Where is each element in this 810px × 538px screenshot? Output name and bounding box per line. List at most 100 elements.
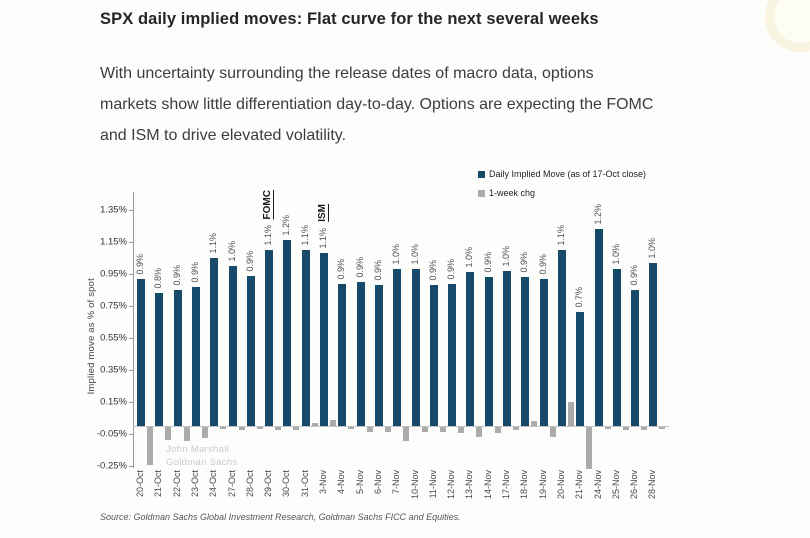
x-tick-label: 18-Nov — [519, 470, 530, 500]
x-tick-label: 13-Nov — [464, 470, 475, 500]
y-tick-label: 1.15% — [100, 236, 127, 248]
bar-value-label: 0.9% — [354, 257, 365, 278]
description-line-1: With uncertainty surrounding the release… — [100, 65, 594, 82]
bar-value-label: 1.1% — [555, 225, 566, 246]
x-tick-label: 11-Nov — [427, 470, 438, 499]
bar-1-week-chg — [439, 427, 446, 432]
bar-value-label: 1.1% — [318, 228, 328, 249]
bar-1-week-chg — [641, 427, 648, 430]
y-axis-tick — [129, 210, 133, 211]
bar-daily-implied-move — [393, 269, 402, 426]
bar-1-week-chg — [147, 427, 153, 465]
bar-daily-implied-move — [649, 263, 658, 426]
x-tick-label: 20-Nov — [555, 470, 566, 500]
bar-value-label: 1.1% — [263, 225, 274, 246]
bar-1-week-chg — [238, 427, 245, 430]
bar-daily-implied-move — [155, 293, 164, 426]
bar-1-week-chg — [275, 427, 282, 430]
bar-daily-implied-move — [576, 312, 585, 426]
y-tick-label: 0.75% — [100, 300, 127, 312]
bar-daily-implied-move — [301, 250, 310, 426]
bar-1-week-chg — [183, 427, 190, 441]
x-tick-label: 22-Oct — [171, 470, 182, 498]
bar-1-week-chg — [293, 427, 300, 430]
bar-1-week-chg — [476, 427, 483, 437]
chart-legend: Daily Implied Move (as of 17-Oct close) … — [478, 169, 646, 207]
bar-1-week-chg — [513, 427, 519, 430]
bar-value-label: 1.0% — [464, 247, 475, 268]
y-axis-tick — [129, 466, 133, 467]
x-tick-label: 7-Nov — [391, 470, 402, 495]
bar-value-label: 0.9% — [135, 254, 145, 275]
bar-daily-implied-move — [338, 284, 347, 426]
x-tick-label: 30-Oct — [281, 470, 292, 498]
event-annotation-fomc: FOMC — [262, 189, 274, 219]
x-tick-label: 3-Nov — [318, 470, 328, 495]
bar-value-label: 1.2% — [592, 204, 603, 225]
bar-value-label: 1.0% — [226, 241, 237, 262]
bar-value-label: 1.0% — [409, 244, 420, 265]
bar-1-week-chg — [201, 427, 208, 438]
description-line-2: markets show little differentiation day-… — [100, 96, 654, 113]
bar-daily-implied-move — [448, 284, 457, 426]
bar-value-label: 0.9% — [519, 252, 530, 273]
x-tick-label: 19-Nov — [537, 470, 548, 500]
bar-daily-implied-move — [466, 272, 475, 426]
watermark-line-2: Goldman Sachs — [166, 457, 238, 468]
bar-value-label: 0.7% — [574, 287, 585, 308]
x-tick-label: 27-Oct — [226, 470, 237, 498]
bar-value-label: 0.9% — [189, 262, 200, 283]
bar-daily-implied-move — [484, 277, 493, 426]
legend-item-1-week-chg: 1-week chg — [478, 188, 646, 198]
y-axis-tick — [129, 274, 133, 275]
bar-1-week-chg — [586, 427, 593, 469]
bar-daily-implied-move — [429, 285, 438, 426]
y-axis-tick — [129, 242, 133, 243]
event-annotation-ism: ISM — [317, 204, 328, 223]
bar-value-label: 1.0% — [647, 238, 658, 259]
watermark-line-1: John Marshall — [166, 444, 230, 455]
bar-1-week-chg — [549, 427, 556, 437]
bar-1-week-chg — [220, 427, 227, 429]
bar-daily-implied-move — [246, 276, 255, 426]
bar-daily-implied-move — [320, 253, 328, 426]
x-tick-label: 29-Oct — [263, 470, 274, 498]
bar-1-week-chg — [604, 427, 611, 429]
y-tick-label: -0.05% — [96, 428, 127, 440]
x-tick-label: 17-Nov — [501, 470, 511, 500]
y-tick-label: 0.15% — [100, 396, 127, 408]
x-tick-label: 20-Oct — [135, 470, 145, 498]
bar-daily-implied-move — [411, 269, 420, 426]
y-tick-label: 0.55% — [100, 332, 127, 344]
bar-value-label: 1.0% — [610, 244, 621, 265]
legend-swatch-navy — [478, 170, 485, 178]
bar-1-week-chg — [531, 421, 538, 426]
bar-daily-implied-move — [374, 285, 383, 426]
x-tick-label: 31-Oct — [299, 470, 310, 498]
bar-daily-implied-move — [631, 290, 640, 426]
bar-value-label: 1.1% — [208, 233, 219, 254]
bar-1-week-chg — [421, 427, 428, 432]
description-line-3: and ISM to drive elevated volatility. — [100, 127, 347, 144]
y-axis-tick — [129, 370, 133, 371]
x-tick-label: 28-Oct — [244, 470, 255, 498]
bar-value-label: 0.9% — [171, 265, 182, 286]
x-tick-label: 21-Nov — [574, 470, 585, 500]
chart-description: With uncertainty surrounding the release… — [100, 58, 730, 151]
bar-1-week-chg — [311, 423, 318, 426]
y-tick-label: 0.35% — [100, 364, 127, 376]
bar-value-label: 0.9% — [537, 254, 548, 275]
y-axis-tick — [129, 434, 133, 435]
bar-1-week-chg — [366, 427, 373, 432]
legend-label-1-week-chg: 1-week chg — [489, 188, 536, 198]
x-tick-label: 4-Nov — [336, 470, 347, 495]
bar-value-label: 1.2% — [281, 215, 292, 236]
bar-1-week-chg — [403, 427, 410, 441]
x-axis-baseline — [133, 426, 670, 427]
bar-daily-implied-move — [283, 240, 292, 426]
bar-daily-implied-move — [173, 290, 182, 426]
y-axis-tick — [129, 338, 133, 339]
legend-item-daily-implied-move: Daily Implied Move (as of 17-Oct close) — [478, 169, 646, 179]
bar-value-label: 0.9% — [372, 260, 383, 281]
